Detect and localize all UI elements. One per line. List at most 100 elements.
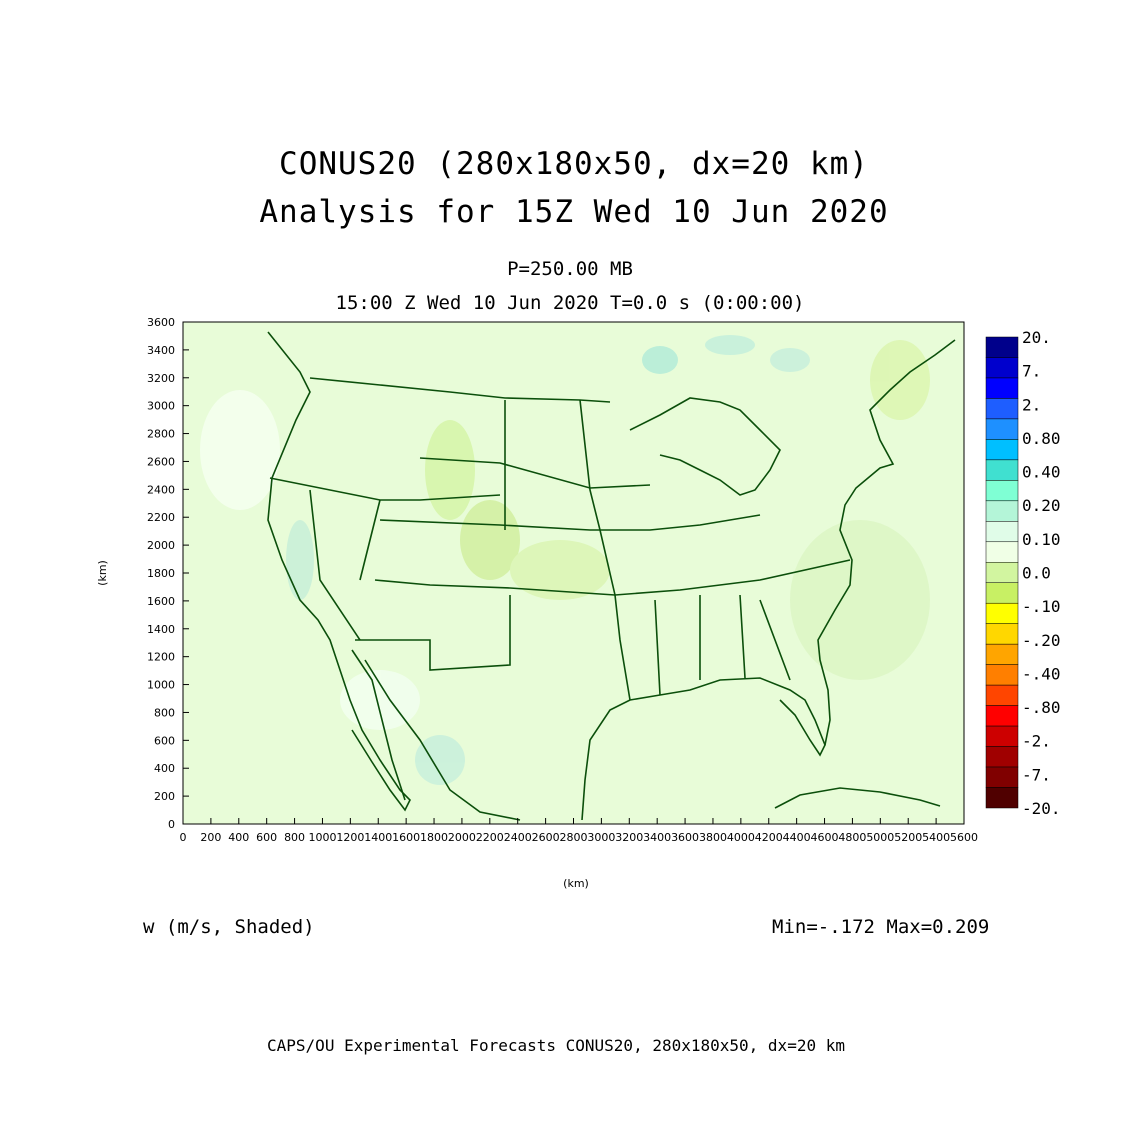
x-tick-label: 4000 [727, 831, 755, 844]
pressure-level: P=250.00 MB [507, 258, 633, 280]
x-tick-label: 600 [256, 831, 277, 844]
x-tick-label: 1800 [420, 831, 448, 844]
plot-area [182, 321, 965, 825]
y-tick-label: 1000 [147, 679, 175, 692]
colorbar-swatch [985, 459, 1019, 481]
colorbar-swatch [985, 643, 1019, 665]
y-tick-label: 2200 [147, 511, 175, 524]
baja-peninsula [351, 649, 406, 801]
shading-blobs [200, 335, 930, 785]
x-tick-label: 4600 [811, 831, 839, 844]
valid-time: 15:00 Z Wed 10 Jun 2020 T=0.0 s (0:00:00… [335, 292, 805, 314]
x-tick-label: 2200 [476, 831, 504, 844]
colorbar-label: -.40 [1022, 664, 1061, 683]
x-tick-label: 5600 [950, 831, 978, 844]
y-tick-label: 1400 [147, 623, 175, 636]
colorbar-label: 0.80 [1022, 429, 1061, 448]
colorbar-label: 20. [1022, 328, 1051, 347]
state-line-9 [654, 594, 791, 696]
state-line-6 [359, 499, 381, 581]
state-line-5 [355, 595, 511, 671]
y-axis-label: (km) [96, 560, 109, 586]
colorbar-label: 7. [1022, 362, 1041, 381]
colorbar-label: 0.40 [1022, 463, 1061, 482]
x-tick-label: 5000 [866, 831, 894, 844]
x-tick-label: 2600 [532, 831, 560, 844]
y-tick-label: 3400 [147, 344, 175, 357]
x-tick-label: 3600 [671, 831, 699, 844]
x-axis-label: (km) [563, 877, 589, 890]
colorbar-swatch [985, 664, 1019, 686]
x-tick-label: 0 [180, 831, 187, 844]
east-coast [817, 339, 956, 746]
colorbar-label: -.80 [1022, 698, 1061, 717]
colorbar-swatch [985, 562, 1019, 583]
y-tick-label: 800 [154, 706, 175, 719]
colorbar-swatch [985, 787, 1019, 809]
colorbar-swatch [985, 766, 1019, 788]
colorbar-label: 0.10 [1022, 530, 1061, 549]
cuba [774, 787, 941, 809]
title-line-2: Analysis for 15Z Wed 10 Jun 2020 [259, 194, 889, 230]
y-tick-label: 600 [154, 734, 175, 747]
colorbar-label: 0.0 [1022, 564, 1051, 583]
y-tick-label: 3000 [147, 400, 175, 413]
canada-border [309, 377, 611, 403]
colorbar-swatch [985, 418, 1019, 440]
state-line-10 [309, 489, 361, 641]
colorbar-label: 2. [1022, 395, 1041, 414]
x-tick-label: 2000 [448, 831, 476, 844]
x-tick-label: 2800 [560, 831, 588, 844]
x-axis: 0 200 400 600 800 1000 1200 1400 1600 1800 2000 220… [180, 818, 978, 844]
y-tick-label: 3200 [147, 372, 175, 385]
y-tick-label: 0 [168, 818, 175, 831]
state-line-1 [269, 477, 501, 501]
x-tick-label: 3000 [587, 831, 615, 844]
y-tick-label: 2600 [147, 455, 175, 468]
colorbar-label: 0.20 [1022, 496, 1061, 515]
y-tick-label: 200 [154, 790, 175, 803]
y-tick-label: 2800 [147, 428, 175, 441]
y-axis: 0 200 400 600 800 1000 1200 1400 1600 1800 2000 220… [147, 316, 189, 831]
colorbar-label: -.10 [1022, 597, 1061, 616]
colorbar-swatch [985, 602, 1019, 624]
title-line-1: CONUS20 (280x180x50, dx=20 km) [279, 146, 869, 182]
x-tick-label: 5400 [922, 831, 950, 844]
x-tick-label: 4800 [838, 831, 866, 844]
colorbar-swatch [985, 336, 1019, 358]
colorbar-swatch [985, 439, 1019, 461]
colorbar-swatch [985, 398, 1019, 420]
credit-line: CAPS/OU Experimental Forecasts CONUS20, … [267, 1036, 845, 1055]
colorbar-swatch [985, 623, 1019, 645]
map-borders [267, 331, 956, 821]
x-tick-label: 1600 [392, 831, 420, 844]
x-tick-label: 3400 [643, 831, 671, 844]
x-tick-label: 200 [200, 831, 221, 844]
y-tick-label: 1200 [147, 651, 175, 664]
x-tick-label: 3200 [615, 831, 643, 844]
field-min-max: Min=-.172 Max=0.209 [772, 916, 990, 938]
x-tick-label: 3800 [699, 831, 727, 844]
y-tick-label: 1800 [147, 567, 175, 580]
colorbar-label: -7. [1022, 765, 1051, 784]
x-tick-label: 4200 [755, 831, 783, 844]
colorbar-swatch [985, 582, 1019, 604]
colorbar: 20. 7. 2. 0.80 0.40 0.20 0.10 0.0 -.10 -.20 -.40 -.… [985, 328, 1061, 818]
field-description: w (m/s, Shaded) [143, 916, 315, 938]
colorbar-swatch [985, 684, 1019, 706]
colorbar-swatch [985, 480, 1019, 502]
colorbar-label: -2. [1022, 732, 1051, 751]
y-tick-label: 2400 [147, 483, 175, 496]
colorbar-swatch [985, 705, 1019, 727]
x-tick-label: 2400 [504, 831, 532, 844]
x-tick-label: 4400 [783, 831, 811, 844]
colorbar-swatch [985, 357, 1019, 379]
x-tick-label: 1400 [364, 831, 392, 844]
colorbar-swatch [985, 725, 1019, 747]
x-tick-label: 400 [228, 831, 249, 844]
colorbar-swatch [985, 541, 1019, 563]
colorbar-label: -.20 [1022, 631, 1061, 650]
y-tick-label: 2000 [147, 539, 175, 552]
colorbar-swatch [985, 521, 1019, 543]
